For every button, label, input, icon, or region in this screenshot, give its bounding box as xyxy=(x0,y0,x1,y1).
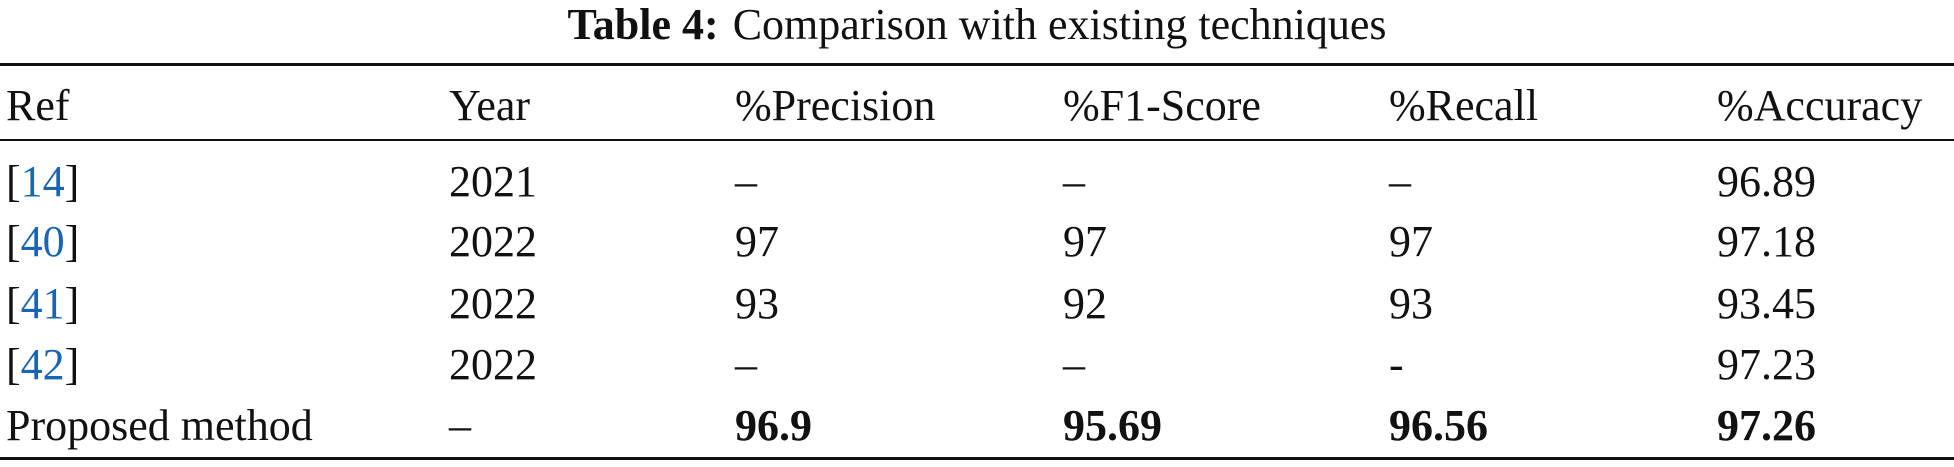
table-cell: 96.89 xyxy=(1717,157,1816,206)
table-cell: 97 xyxy=(735,217,779,266)
citation-link[interactable]: 40 xyxy=(20,217,65,266)
bracket: ] xyxy=(64,157,80,206)
bracket: ] xyxy=(64,217,80,266)
ref-cell: [14] xyxy=(6,157,79,207)
table-cell: 96.56 xyxy=(1389,401,1488,450)
caption-label: Table 4: xyxy=(567,0,719,49)
table-cell: – xyxy=(1063,157,1085,206)
table-cell: 2022 xyxy=(449,279,537,328)
caption-text: Comparison with existing techniques xyxy=(732,0,1387,49)
table-cell: 97 xyxy=(1063,217,1107,266)
ref-cell: [40] xyxy=(6,217,79,267)
header-cell: %Precision xyxy=(735,81,936,130)
table-cell: 97 xyxy=(1389,217,1433,266)
table-cell: 96.9 xyxy=(735,401,812,450)
header-cell: Ref xyxy=(6,81,70,130)
table-cell: 95.69 xyxy=(1063,401,1162,450)
header-cell: %Accuracy xyxy=(1717,81,1923,130)
header-cell: %Recall xyxy=(1389,81,1539,130)
table-cell: - xyxy=(1389,340,1404,389)
table-cell: – xyxy=(449,401,471,450)
table-cell: 2022 xyxy=(449,217,537,266)
table-cell: 92 xyxy=(1063,279,1107,328)
bracket: [ xyxy=(6,217,21,266)
citation-link[interactable]: 14 xyxy=(20,157,65,206)
ref-cell: [42] xyxy=(6,340,79,390)
table-cell: 97.26 xyxy=(1717,401,1816,450)
header-rule xyxy=(0,139,1954,141)
table-cell: Proposed method xyxy=(6,401,313,450)
bracket: ] xyxy=(64,340,80,389)
table-cell: 97.23 xyxy=(1717,340,1816,389)
bracket: [ xyxy=(6,157,21,206)
bottom-rule xyxy=(0,457,1954,460)
top-rule xyxy=(0,63,1954,66)
header-cell: %F1-Score xyxy=(1063,81,1261,130)
table-cell: 97.18 xyxy=(1717,217,1816,266)
table-cell: – xyxy=(1063,340,1085,389)
bracket: ] xyxy=(64,279,80,328)
ref-cell: [41] xyxy=(6,279,79,329)
table-cell: 93.45 xyxy=(1717,279,1816,328)
citation-link[interactable]: 41 xyxy=(20,279,65,328)
table-cell: 2021 xyxy=(449,157,537,206)
table-cell: – xyxy=(735,157,757,206)
citation-link[interactable]: 42 xyxy=(20,340,65,389)
table-cell: – xyxy=(1389,157,1411,206)
bracket: [ xyxy=(6,279,21,328)
table-cell: 93 xyxy=(1389,279,1433,328)
header-cell: Year xyxy=(449,81,531,130)
table-caption: Table 4: Comparison with existing techniq… xyxy=(0,0,1954,50)
table-cell: – xyxy=(735,340,757,389)
table-cell: 2022 xyxy=(449,340,537,389)
table-cell: 93 xyxy=(735,279,779,328)
bracket: [ xyxy=(6,340,21,389)
